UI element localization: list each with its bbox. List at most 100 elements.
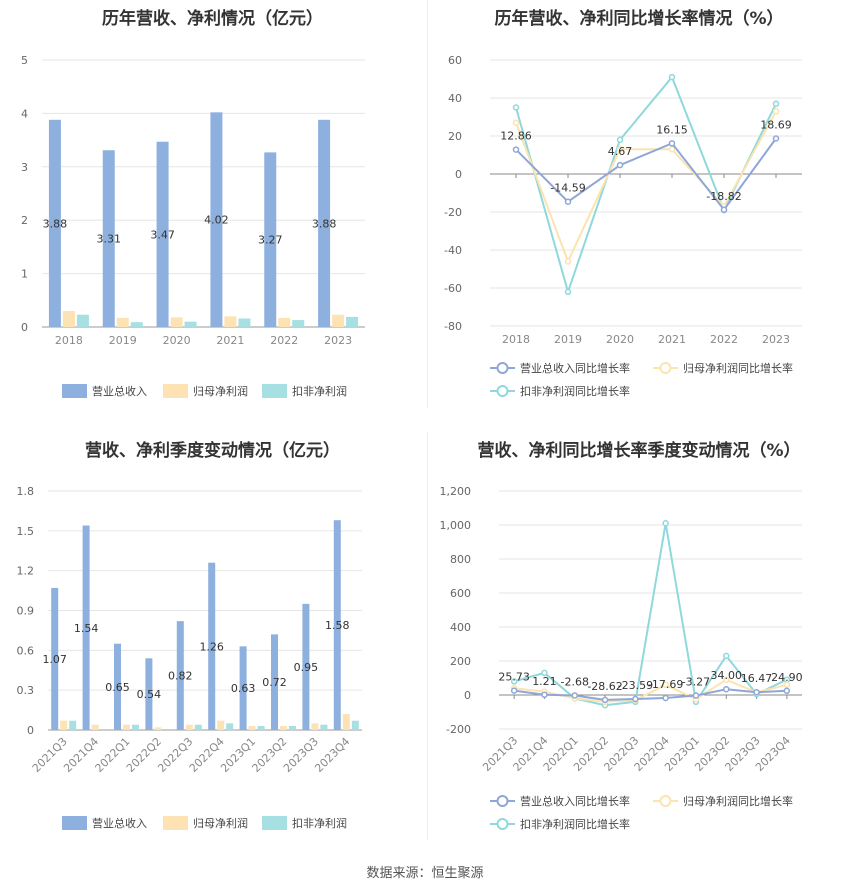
legend-swatch (262, 384, 287, 398)
data-point (772, 100, 780, 107)
y-tick-label: 1.2 (17, 565, 35, 578)
y-tick-label: 800 (450, 553, 471, 566)
data-point (723, 676, 730, 683)
data-label: 18.69 (760, 118, 792, 131)
data-label: 24.90 (771, 671, 803, 684)
bar (114, 643, 121, 730)
data-label: 12.86 (500, 130, 532, 143)
data-label: 25.73 (498, 671, 530, 684)
bar (62, 310, 75, 327)
quarterly-growth-panel: 营收、净利同比增长率季度变动情况（%） 1,200 1,000 800 600 400 2… (428, 432, 850, 852)
data-label: 16.15 (656, 123, 688, 136)
data-label: 0.63 (231, 682, 256, 695)
series-line (514, 688, 787, 701)
legend-marker (659, 795, 672, 807)
panel-divider (427, 0, 428, 408)
data-label: 3.47 (150, 228, 175, 241)
series-line (515, 137, 777, 212)
bar (116, 317, 129, 327)
y-tick-label: 600 (450, 587, 471, 600)
x-tick-label: 2022 (270, 334, 298, 347)
legend-label: 营业总收入 (92, 816, 147, 830)
bar (302, 603, 310, 730)
data-point (668, 73, 676, 81)
data-label: 0.65 (105, 681, 130, 694)
data-point (662, 520, 669, 527)
y-tick-label: -20 (444, 206, 462, 219)
x-tick-label: 2018 (55, 334, 83, 347)
bar (184, 321, 197, 327)
y-tick-label: 1.8 (17, 485, 35, 498)
bar (278, 317, 291, 327)
bar (280, 726, 287, 730)
bar (226, 723, 234, 730)
bar (154, 727, 162, 730)
legend-label: 归母净利润 (193, 384, 248, 398)
bar (289, 726, 296, 730)
data-point (720, 206, 728, 214)
data-point (541, 669, 548, 677)
legend-label: 扣非净利润同比增长率 (520, 384, 630, 398)
y-tick-label: 5 (21, 54, 28, 67)
bar (292, 320, 305, 327)
data-point (632, 695, 639, 703)
data-point (512, 104, 520, 111)
data-label: -23.59 (618, 679, 653, 692)
legend-swatch (62, 816, 87, 830)
data-point (564, 198, 572, 205)
legend-label: 营业总收入同比增长率 (520, 361, 630, 375)
data-label: 0.95 (294, 661, 319, 674)
legend-label: 归母净利润同比增长率 (683, 361, 793, 375)
data-point (772, 135, 780, 142)
data-point (723, 652, 730, 660)
data-point (512, 119, 520, 126)
y-tick-label: 0 (455, 168, 462, 181)
bar (238, 318, 251, 327)
bar (194, 724, 202, 730)
y-tick-label: 2 (21, 214, 28, 227)
y-tick-label: 0 (464, 689, 471, 702)
chart-title: 营收、净利同比增长率季度变动情况（%） (477, 441, 801, 461)
legend-marker (496, 795, 509, 807)
data-point (564, 258, 572, 265)
quarterly-revenue-panel: 营收、净利季度变动情况（亿元） 0 0.3 0.6 0.9 1.2 1.5 1.8 2021Q… (0, 432, 425, 852)
bar (60, 720, 68, 730)
data-label: 3.27 (258, 234, 283, 247)
data-point (662, 694, 669, 702)
data-label: 3.88 (43, 217, 68, 230)
bar (82, 525, 90, 730)
data-point (668, 140, 676, 147)
x-tick-label: 2021 (216, 334, 244, 347)
y-tick-label: -80 (444, 320, 462, 333)
y-tick-label: -200 (446, 723, 471, 736)
data-label: -2.68 (561, 675, 589, 688)
bar (311, 723, 319, 730)
legend-swatch (62, 384, 87, 398)
bar (170, 317, 183, 327)
bar (264, 152, 277, 327)
y-tick-label: 4 (21, 107, 28, 120)
bar (123, 724, 130, 730)
legend-marker (496, 385, 509, 397)
x-tick-label: 2023Q4 (312, 735, 352, 775)
x-tick-label: 2022 (710, 333, 738, 346)
data-label: 1.07 (42, 653, 67, 666)
y-tick-label: 0 (21, 321, 28, 334)
bar (132, 724, 139, 730)
data-point (723, 685, 730, 693)
data-label: 0.54 (137, 688, 162, 701)
y-tick-label: 60 (448, 54, 462, 67)
bar (176, 621, 184, 730)
legend-swatch (163, 816, 188, 830)
data-label: 1.26 (199, 640, 224, 653)
legend-label: 扣非净利润同比增长率 (520, 817, 630, 831)
bar (224, 316, 237, 327)
annual-growth-panel: 历年营收、净利同比增长率情况（%） 60 40 20 0 -20 -40 -60 -80 201… (428, 0, 850, 410)
y-tick-label: 1 (21, 268, 28, 281)
data-point (512, 146, 520, 153)
data-point (510, 678, 518, 685)
bar (333, 520, 341, 730)
data-point (571, 692, 578, 699)
data-label: -28.62 (587, 680, 622, 693)
bar (145, 658, 153, 730)
